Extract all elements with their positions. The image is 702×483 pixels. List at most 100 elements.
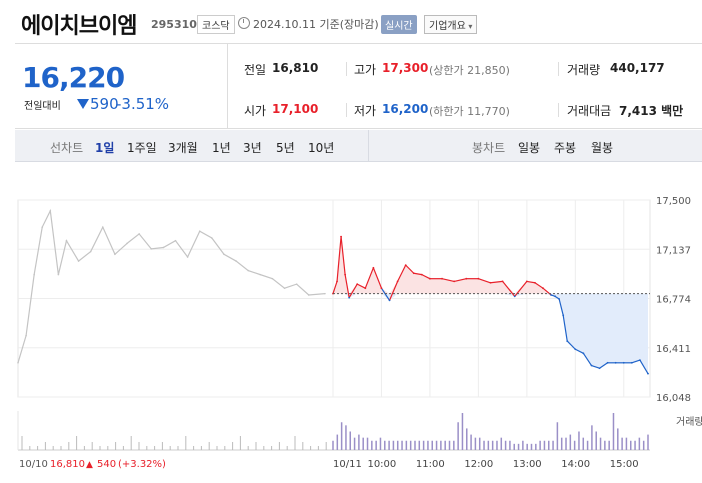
prev-day-point xyxy=(307,294,310,296)
prev-day-point xyxy=(223,253,225,256)
price-line-segment xyxy=(566,340,576,350)
price-point xyxy=(336,280,338,283)
x-tick-label: 10:00 xyxy=(367,459,396,470)
price-line-segment xyxy=(575,348,584,354)
tab-monthly-candle[interactable]: 월봉 xyxy=(591,141,614,155)
change-amount: 590 xyxy=(90,95,119,113)
price-point xyxy=(356,283,359,286)
x-tick-label: 13:00 xyxy=(513,459,542,470)
price-line-segment xyxy=(380,287,391,301)
tab-5-years[interactable]: 5년 xyxy=(276,141,295,155)
prev-day-close: 16,810 xyxy=(50,459,85,470)
y-tick-label: 16,048 xyxy=(656,393,691,404)
price-point xyxy=(380,287,383,290)
tab-1-day[interactable]: 1일 xyxy=(95,141,115,155)
price-line-segment xyxy=(599,362,608,369)
price-point xyxy=(489,281,492,284)
chart-tabs-bar: 선차트 1일 1주일 3개월 1년 3년 5년 10년 봉차트 일봉 주봉 월봉 xyxy=(15,130,702,162)
prev-close-label: 전일 xyxy=(244,63,267,77)
price-line-segment xyxy=(344,274,350,298)
prev-day-point xyxy=(17,362,19,364)
current-price: 16,220 xyxy=(22,61,125,94)
tab-1-year[interactable]: 1년 xyxy=(212,141,231,155)
prev-day-point xyxy=(283,287,286,289)
market-badge: 코스닥 xyxy=(197,15,235,34)
as-of-date: 2024.10.11 기준(장마감) xyxy=(253,18,379,31)
prev-day-point xyxy=(174,239,177,242)
divider xyxy=(558,62,559,76)
price-line-segment xyxy=(534,282,544,289)
prev-day-point xyxy=(259,273,262,276)
price-line-segment xyxy=(388,281,399,301)
price-line-segment xyxy=(441,278,455,282)
tab-1-week[interactable]: 1주일 xyxy=(127,141,157,155)
up-triangle-icon: ▲ xyxy=(86,460,93,470)
price-summary: 16,220 전일대비 590 -3.51% 전일 16,810 고가 17,3… xyxy=(15,43,702,129)
price-point xyxy=(630,361,633,364)
price-line-segment xyxy=(558,298,564,316)
volume-value: 440,177 xyxy=(610,61,665,75)
price-line-segment xyxy=(478,278,491,284)
price-point xyxy=(441,277,443,280)
change-label: 전일대비 xyxy=(24,101,61,112)
prev-day-point xyxy=(295,283,298,285)
tab-daily-candle[interactable]: 일봉 xyxy=(518,141,541,155)
prev-day-point xyxy=(65,239,68,242)
price-line-segment xyxy=(405,264,415,274)
prev-day-point xyxy=(138,233,140,235)
price-point xyxy=(590,364,593,367)
tab-3-years[interactable]: 3년 xyxy=(243,141,262,155)
price-point xyxy=(429,277,431,280)
price-point xyxy=(562,314,565,317)
clock-icon xyxy=(238,17,250,29)
current-price-box: 16,220 전일대비 590 -3.51% xyxy=(15,44,228,128)
x-tick-label: 12:00 xyxy=(464,459,493,470)
price-line-segment xyxy=(336,236,342,282)
price-line-segment xyxy=(372,267,383,289)
tab-weekly-candle[interactable]: 주봉 xyxy=(554,141,577,155)
price-point xyxy=(453,280,456,283)
prev-day-point xyxy=(77,260,80,262)
price-line-segment xyxy=(348,283,358,298)
x-tick-label: 11:00 xyxy=(416,459,445,470)
divider xyxy=(368,130,369,161)
trade-value-label: 거래대금 xyxy=(567,104,612,118)
prev-day-point xyxy=(198,230,201,233)
y-tick-label: 17,500 xyxy=(656,196,691,207)
volume-chart-label: 거래량 xyxy=(676,416,702,428)
price-point xyxy=(404,264,407,267)
tab-10-years[interactable]: 10년 xyxy=(308,141,335,155)
price-point xyxy=(566,340,569,343)
price-point xyxy=(574,348,577,351)
company-info-label: 기업개요 xyxy=(429,21,466,32)
upper-limit: (상한가 21,850) xyxy=(429,64,510,77)
prev-day-change: 540 xyxy=(97,459,116,470)
realtime-button[interactable]: 실시간 xyxy=(381,15,417,34)
prev-day-point xyxy=(102,226,104,228)
tab-3-months[interactable]: 3개월 xyxy=(168,141,198,155)
prev-day-point xyxy=(114,253,116,256)
prev-day-point xyxy=(186,256,189,258)
y-tick-label: 16,774 xyxy=(656,295,691,306)
prev-close-value: 16,810 xyxy=(272,61,319,75)
price-point xyxy=(372,266,375,269)
price-point xyxy=(477,277,480,280)
price-line-segment xyxy=(356,283,366,289)
price-point xyxy=(542,287,544,290)
company-info-dropdown[interactable]: 기업개요 ▾ xyxy=(424,15,478,34)
prev-day-point xyxy=(33,273,35,276)
price-point xyxy=(534,281,536,284)
price-point xyxy=(598,367,601,370)
prev-day-point xyxy=(324,292,326,295)
prev-day-point xyxy=(41,226,44,228)
candle-chart-label: 봉차트 xyxy=(472,141,506,155)
low-label: 저가 xyxy=(354,104,377,118)
price-point xyxy=(465,277,468,280)
price-line-segment xyxy=(591,364,600,369)
price-point xyxy=(501,280,504,283)
price-chart: 17,500 17,137 16,774 16,411 16,048 10/11 10:00… xyxy=(17,196,702,470)
trade-value: 7,413 백만 xyxy=(619,104,684,118)
prev-day-point xyxy=(162,246,165,249)
price-line-segment xyxy=(502,281,516,297)
price-line-segment xyxy=(526,280,536,284)
